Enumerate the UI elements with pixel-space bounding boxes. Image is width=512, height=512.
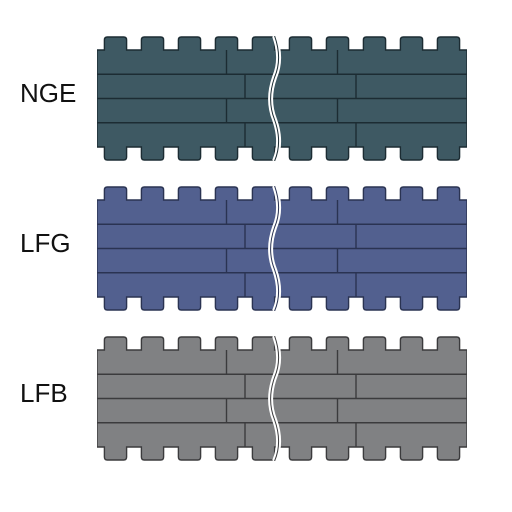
variant-row-lfb: LFB <box>0 336 512 461</box>
variant-label-nge: NGE <box>20 78 76 109</box>
variant-label-lfb: LFB <box>20 378 68 409</box>
variant-row-nge: NGE <box>0 36 512 161</box>
belt-lfg <box>97 186 467 311</box>
variant-row-lfg: LFG <box>0 186 512 311</box>
belt-nge <box>97 36 467 161</box>
belt-lfb <box>97 336 467 461</box>
belt-variants-figure: { "figure": { "canvas": {"width":512,"he… <box>0 0 512 512</box>
variant-label-lfg: LFG <box>20 228 71 259</box>
